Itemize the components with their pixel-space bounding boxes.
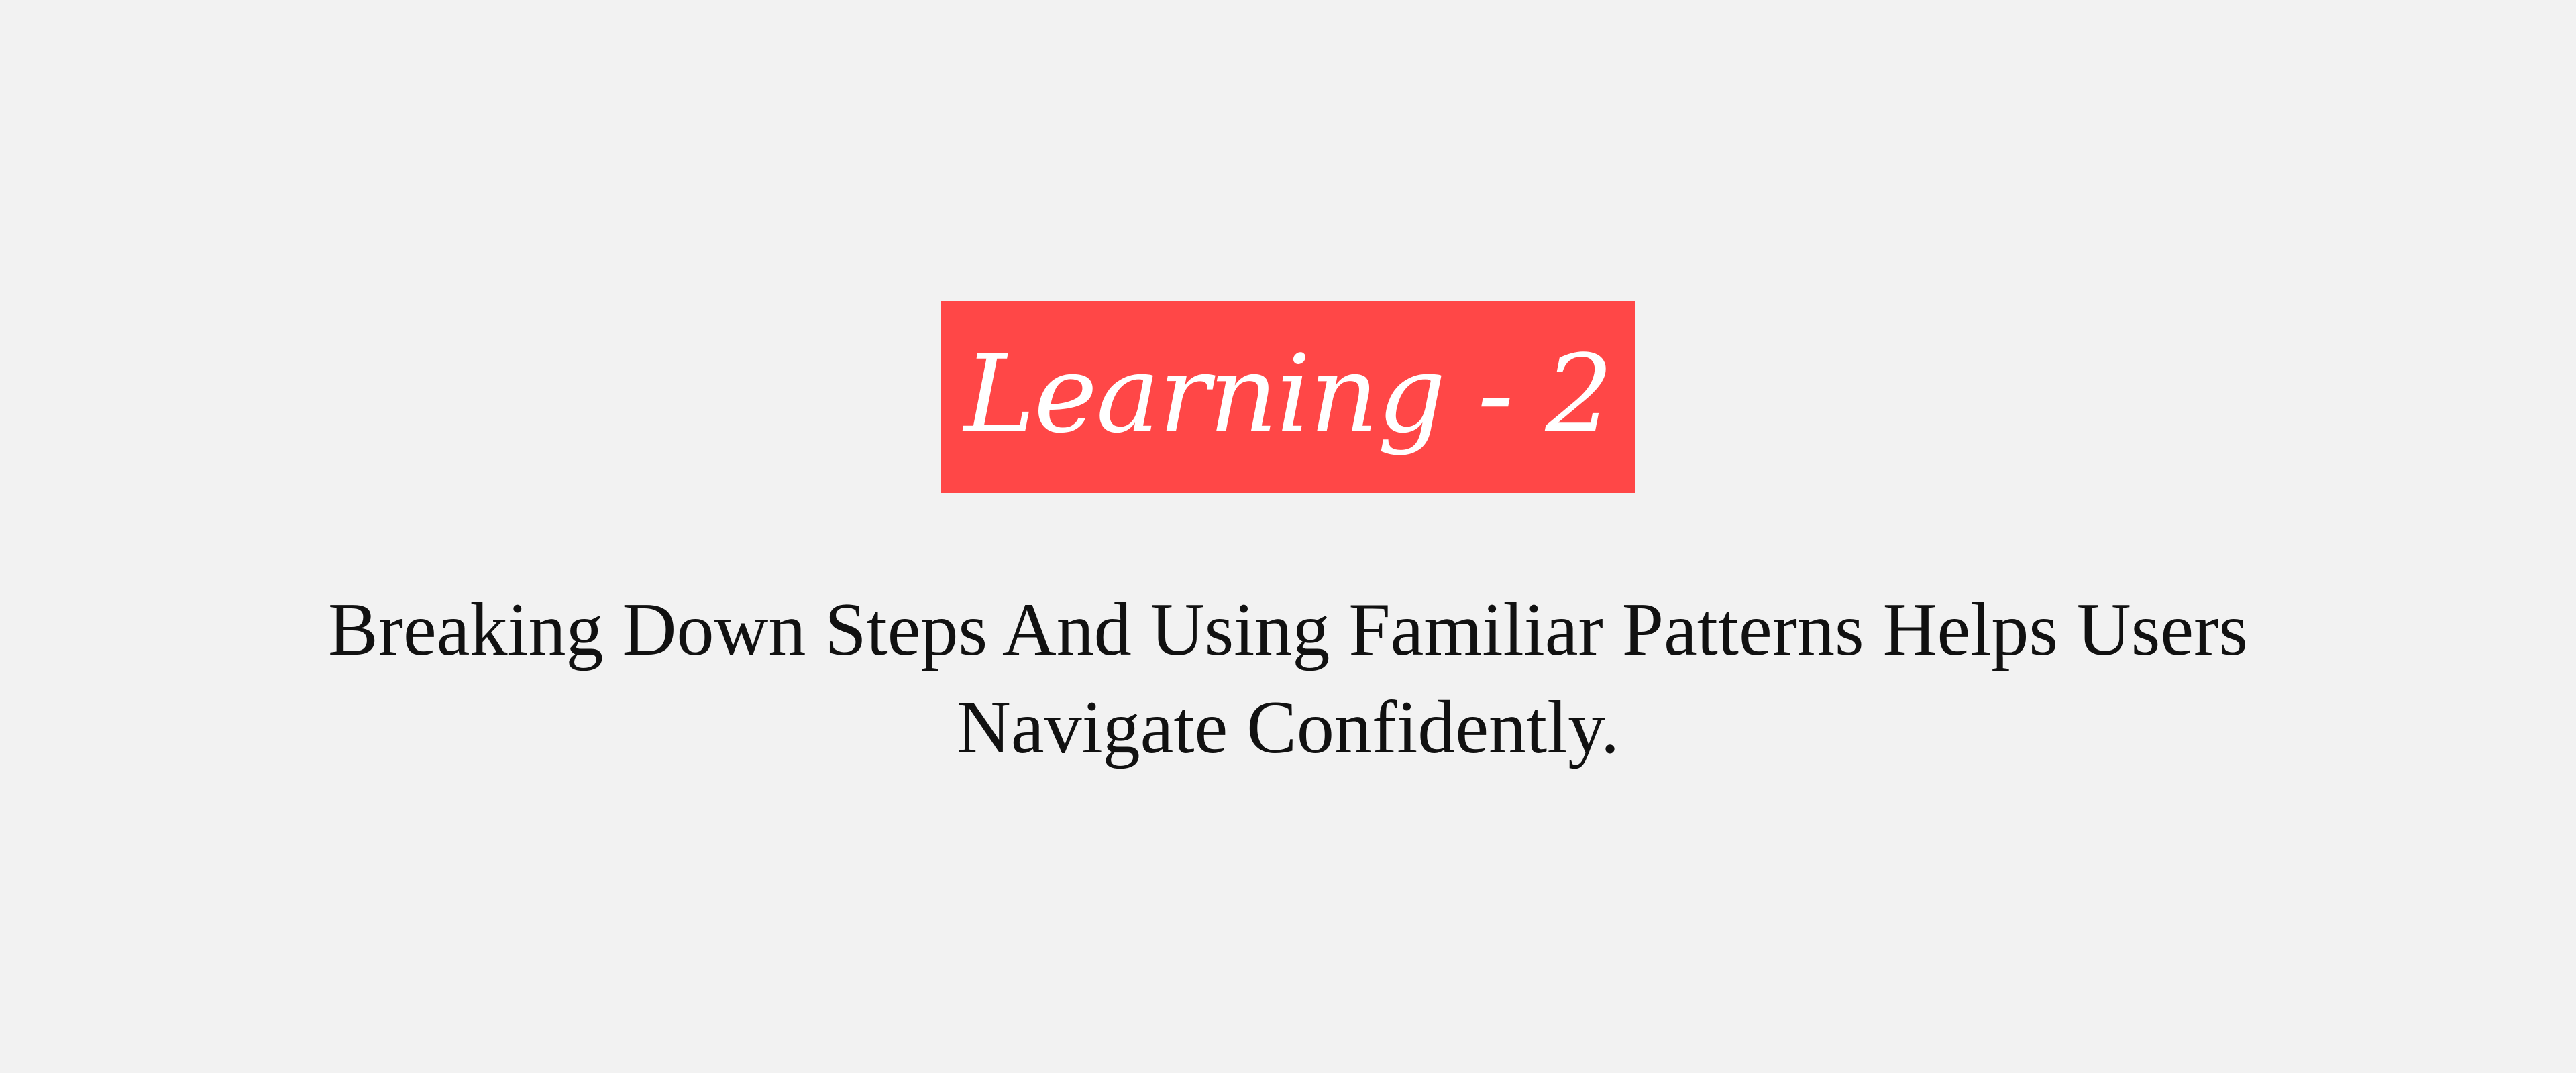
- title-badge: Learning - 2: [941, 301, 1635, 493]
- slide-title: Learning - 2: [963, 331, 1613, 457]
- slide-description: Breaking Down Steps And Using Familiar P…: [328, 588, 2248, 769]
